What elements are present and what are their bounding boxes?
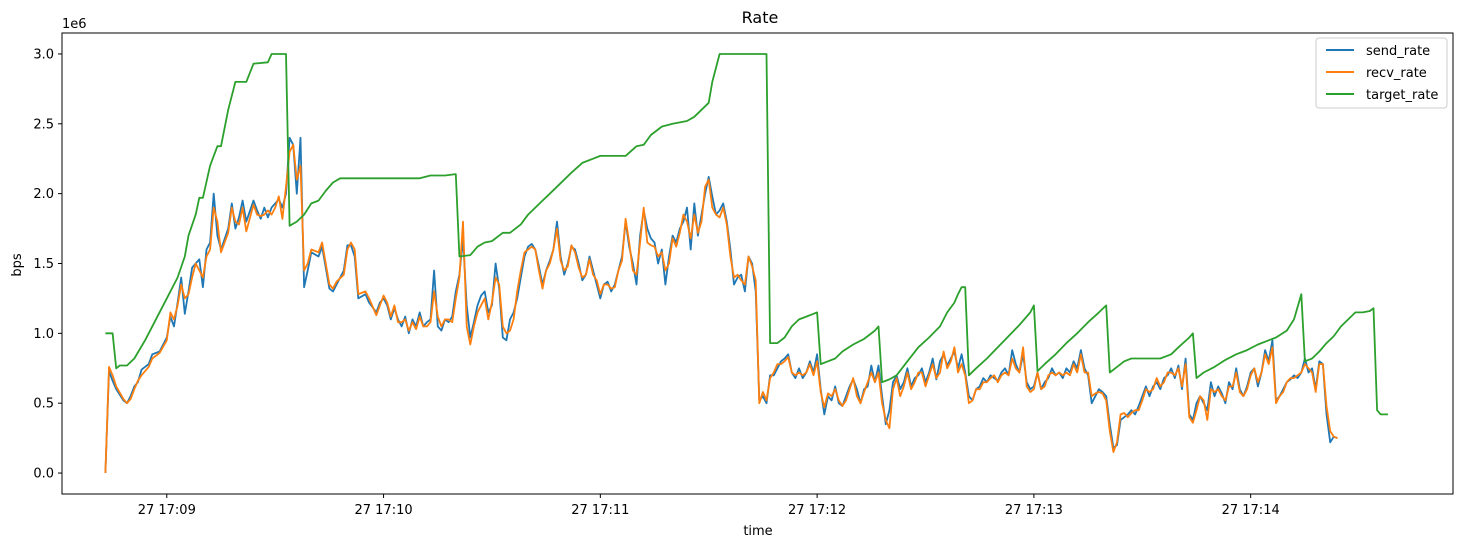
legend-label-target-rate: target_rate xyxy=(1366,88,1438,103)
plot-frame xyxy=(61,32,1454,495)
series-lines xyxy=(104,53,1388,474)
y-tick-label: 3.0 xyxy=(33,47,54,62)
legend: send_rate recv_rate target_rate xyxy=(1315,37,1448,109)
legend-label-recv-rate: recv_rate xyxy=(1366,66,1427,81)
series-line-send-rate xyxy=(104,136,1338,474)
x-tick-label: 27 17:13 xyxy=(1005,503,1063,518)
x-tick-label: 27 17:14 xyxy=(1222,503,1280,518)
y-tick-label: 2.5 xyxy=(33,117,54,132)
legend-box xyxy=(1315,37,1448,109)
y-tick-label: 1.0 xyxy=(33,327,54,342)
y-tick-label: 0.5 xyxy=(33,397,54,412)
chart-title: Rate xyxy=(742,8,779,27)
y-tick-label: 2.0 xyxy=(33,187,54,202)
y-tick-label: 1.5 xyxy=(33,257,54,272)
x-tick-label: 27 17:12 xyxy=(788,503,846,518)
y-axis-label: bps xyxy=(10,253,25,277)
x-axis-label: time xyxy=(743,524,772,539)
y-tick-label: 0.0 xyxy=(33,467,54,482)
x-tick-label: 27 17:09 xyxy=(138,503,196,518)
axis-ticks: 0.0 0.5 1.0 1.5 2.0 2.5 3.0 27 17:09 27 17:10 27 … xyxy=(33,47,1279,518)
series-line-recv-rate xyxy=(104,143,1338,474)
y-offset-label: 1e6 xyxy=(62,17,87,32)
x-tick-label: 27 17:11 xyxy=(571,503,629,518)
x-tick-label: 27 17:10 xyxy=(354,503,412,518)
series-line-target-rate xyxy=(105,53,1388,416)
legend-label-send-rate: send_rate xyxy=(1366,44,1430,59)
